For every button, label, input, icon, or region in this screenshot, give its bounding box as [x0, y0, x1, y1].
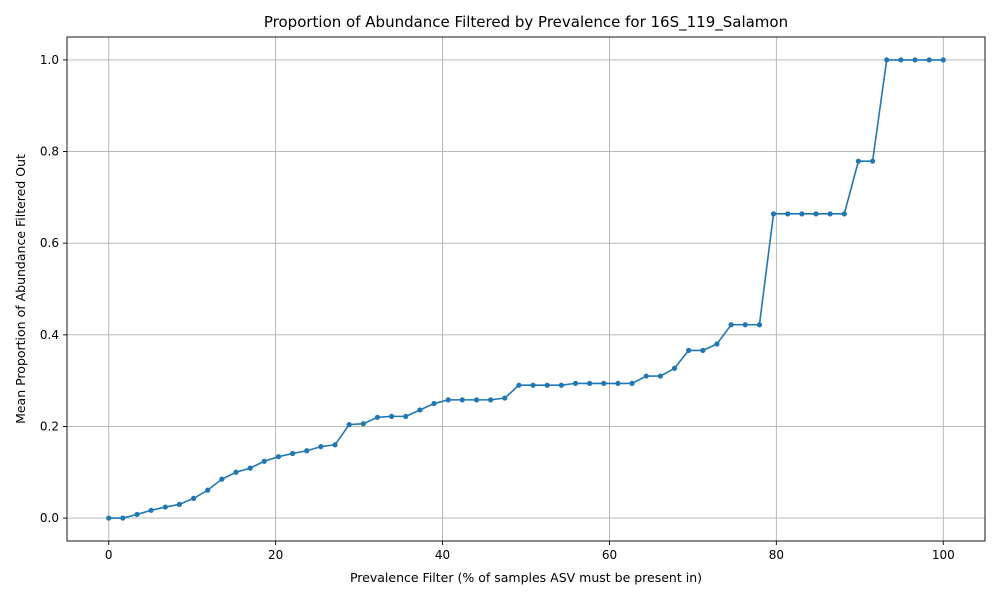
- data-point: [587, 380, 593, 386]
- chart-title: Proportion of Abundance Filtered by Prev…: [264, 13, 788, 32]
- data-point: [403, 413, 409, 419]
- x-tick-label: 0: [105, 548, 113, 562]
- data-point: [728, 322, 734, 328]
- data-point: [544, 382, 550, 388]
- data-point: [332, 442, 338, 448]
- data-point: [516, 382, 522, 388]
- data-point: [205, 487, 211, 493]
- data-point: [912, 57, 918, 63]
- data-point: [940, 57, 946, 63]
- data-point: [389, 413, 395, 419]
- data-point: [176, 501, 183, 507]
- data-point: [360, 421, 366, 427]
- data-point: [459, 397, 465, 403]
- data-point: [191, 495, 197, 501]
- data-point: [445, 397, 451, 403]
- data-point: [473, 397, 480, 403]
- data-point: [346, 422, 352, 428]
- data-point: [742, 322, 748, 328]
- y-tick-label: 0.0: [40, 511, 59, 525]
- data-point: [884, 57, 890, 63]
- data-point: [502, 395, 508, 401]
- y-axis-label: Mean Proportion of Abundance Filtered Ou…: [13, 154, 28, 424]
- data-point: [756, 322, 763, 328]
- x-tick-label: 40: [435, 548, 450, 562]
- data-point: [318, 444, 324, 450]
- data-point: [558, 382, 564, 388]
- data-point: [431, 400, 437, 407]
- data-point: [657, 373, 663, 379]
- data-point: [855, 158, 862, 164]
- y-tick-label: 0.4: [40, 328, 59, 342]
- data-point: [869, 158, 876, 164]
- grid-layer: [67, 37, 985, 541]
- data-point: [671, 365, 678, 371]
- data-point: [247, 465, 253, 471]
- data-point: [700, 347, 706, 353]
- data-point: [233, 469, 239, 475]
- y-tick-label: 1.0: [40, 53, 59, 67]
- data-point: [261, 458, 267, 464]
- data-point: [289, 450, 296, 457]
- data-point: [714, 341, 720, 347]
- data-point: [162, 504, 168, 510]
- data-point: [615, 380, 621, 386]
- data-point: [643, 373, 649, 379]
- data-point: [898, 57, 904, 63]
- tick-layer: 0 20 40 60 80 100 0.0 0.2 0.4 0.6 0.8 1.0: [40, 53, 955, 562]
- data-point: [813, 211, 819, 217]
- x-tick-label: 20: [268, 548, 283, 562]
- x-tick-label: 80: [769, 548, 784, 562]
- y-tick-label: 0.6: [40, 236, 59, 250]
- x-tick-label: 60: [602, 548, 617, 562]
- data-point: [785, 211, 791, 217]
- x-tick-label: 100: [932, 548, 955, 562]
- data-point: [134, 511, 140, 518]
- data-point: [686, 347, 692, 353]
- y-tick-label: 0.2: [40, 419, 59, 433]
- data-point: [304, 448, 310, 454]
- data-point: [106, 515, 112, 521]
- data-point: [827, 211, 833, 217]
- data-point: [275, 454, 282, 460]
- data-point: [770, 211, 777, 217]
- plot-frame: [66, 36, 986, 542]
- series-layer: [106, 57, 946, 521]
- series-markers: [106, 57, 946, 521]
- data-point: [488, 397, 494, 403]
- data-point: [374, 414, 381, 420]
- data-point: [926, 57, 932, 63]
- data-point: [120, 515, 126, 521]
- data-point: [799, 211, 805, 217]
- y-tick-label: 0.8: [40, 145, 59, 159]
- data-point: [572, 380, 579, 386]
- data-point: [841, 211, 847, 217]
- data-point: [148, 507, 154, 513]
- series-line: [108, 59, 944, 519]
- data-point: [417, 407, 423, 413]
- data-point: [601, 380, 607, 386]
- data-point: [629, 380, 635, 386]
- data-point: [530, 382, 536, 388]
- data-point: [219, 476, 225, 482]
- x-axis-label: Prevalence Filter (% of samples ASV must…: [350, 570, 702, 585]
